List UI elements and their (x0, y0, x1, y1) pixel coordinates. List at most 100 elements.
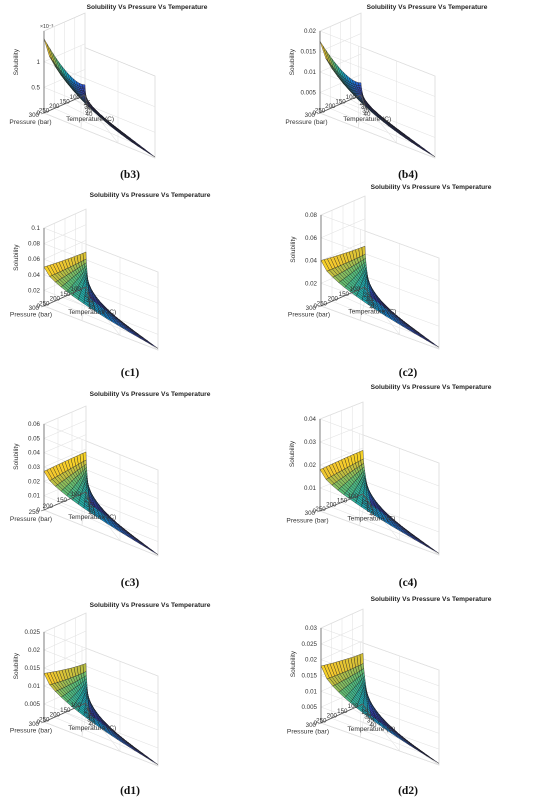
y-tick-mark (68, 497, 73, 500)
x-tick-label: 25 (85, 497, 92, 504)
grid-line (319, 447, 364, 466)
z-axis-label: Solubility (290, 650, 297, 677)
grid-line (43, 630, 87, 651)
y-tick-label: 250 (39, 716, 50, 723)
y-tick-mark (40, 112, 45, 115)
x-tick-mark (363, 102, 366, 106)
y-tick-label: 100 (70, 94, 81, 101)
x-tick-label: 25 (360, 100, 367, 107)
z-tick-label: 0.04 (304, 416, 317, 423)
z-axis-label: Solubility (289, 440, 296, 467)
grid-line (43, 631, 159, 677)
x-tick-mark (86, 102, 89, 106)
y-tick-mark (81, 94, 86, 97)
y-tick-label: 150 (57, 497, 68, 504)
chart-c2-plot: Solubility Vs Pressure Vs Temperature253… (288, 184, 492, 350)
y-axis-label: Pressure (bar) (10, 312, 52, 319)
chart-title: Solubility Vs Pressure Vs Temperature (90, 602, 211, 609)
grid-line (320, 237, 440, 282)
z-tick-label: 0.1 (31, 225, 40, 232)
grid-line (319, 441, 440, 487)
surface-patch (370, 295, 377, 302)
x-tick-mark (364, 286, 367, 291)
chart-c1-plot: Solubility Vs Pressure Vs Temperature253… (10, 192, 211, 351)
x-tick-mark (368, 294, 371, 299)
y-tick-label: 300 (29, 721, 40, 728)
z-axis-label: Solubility (13, 48, 20, 75)
z-tick-label: 0.005 (302, 704, 318, 711)
y-tick-mark (316, 510, 321, 513)
y-axis-label: Pressure (bar) (286, 518, 328, 525)
x-tick-mark (368, 501, 371, 506)
z-tick-label: 0.01 (304, 485, 317, 492)
y-tick-mark (316, 112, 321, 115)
x-tick-label: 40 (89, 510, 96, 517)
y-tick-label: 200 (326, 502, 337, 509)
x-tick-mark (370, 298, 373, 303)
y-tick-label: 200 (328, 296, 339, 303)
x-tick-label: 40 (370, 304, 377, 311)
y-tick-mark (361, 286, 366, 289)
grid-line (340, 103, 401, 133)
z-tick-label: 0.02 (304, 28, 317, 35)
x-tick-label: 35 (85, 107, 92, 114)
x-tick-label: 35 (368, 300, 375, 307)
z-tick-label: 0.005 (301, 90, 317, 97)
surface (320, 653, 440, 764)
grid-line (319, 33, 362, 52)
z-tick-label: 0.06 (28, 256, 41, 263)
surface (43, 451, 159, 555)
chart-c2: Solubility Vs Pressure Vs Temperature 25 3… (275, 182, 550, 362)
surface (319, 450, 440, 554)
x-tick-mark (366, 290, 369, 295)
x-axis-line (85, 702, 91, 717)
y-tick-label: 300 (306, 305, 317, 312)
y-tick-mark (61, 296, 66, 298)
surface (43, 663, 159, 765)
z-tick-label: 0.06 (28, 421, 41, 428)
x-tick-mark (89, 715, 92, 720)
surface (43, 251, 159, 349)
surface (319, 41, 436, 157)
y-tick-mark (347, 99, 351, 101)
x-tick-mark (89, 299, 92, 304)
y-tick-mark (359, 493, 364, 496)
x-tick-mark (370, 716, 373, 721)
grid-line (43, 509, 159, 557)
grid-line (54, 108, 139, 146)
y-axis-label: Pressure (bar) (287, 729, 329, 736)
y-tick-mark (40, 509, 45, 512)
x-tick-label: 35 (362, 107, 369, 114)
x-axis-label: Temperature (C) (66, 116, 114, 123)
x-tick-label: 35 (87, 506, 94, 513)
y-tick-mark (350, 291, 355, 294)
x-tick-mark (365, 497, 368, 502)
grid-line (43, 423, 159, 471)
z-tick-label: 0.025 (302, 641, 318, 648)
x-tick-label: 35 (87, 717, 94, 724)
axes (43, 424, 91, 511)
chart-title: Solubility Vs Pressure Vs Temperature (371, 596, 492, 603)
y-axis-label: Pressure (bar) (288, 312, 330, 319)
grid-line (319, 424, 364, 443)
y-tick-label: 300 (305, 510, 316, 517)
chart-d2: Solubility Vs Pressure Vs Temperature 25 3… (275, 592, 550, 780)
x-tick-mark (88, 500, 91, 504)
y-tick-mark (40, 721, 45, 724)
z-tick-label: 0 (37, 303, 41, 310)
caption-c3: (c3) (120, 577, 140, 589)
grid-line (319, 12, 362, 32)
z-tick-label: 0.01 (28, 683, 41, 690)
y-tick-mark (328, 300, 333, 303)
y-tick-mark (339, 296, 344, 298)
y-tick-mark (71, 99, 75, 101)
y-tick-label: 100 (348, 703, 359, 710)
grid-line (319, 71, 436, 118)
z-tick-label: 0 (313, 508, 317, 515)
z-tick-label: 0.02 (304, 462, 317, 469)
y-tick-mark (317, 722, 322, 725)
grid-line (319, 30, 436, 77)
y-tick-label: 250 (315, 108, 326, 115)
y-tick-mark (349, 708, 353, 711)
y-tick-mark (359, 703, 364, 706)
